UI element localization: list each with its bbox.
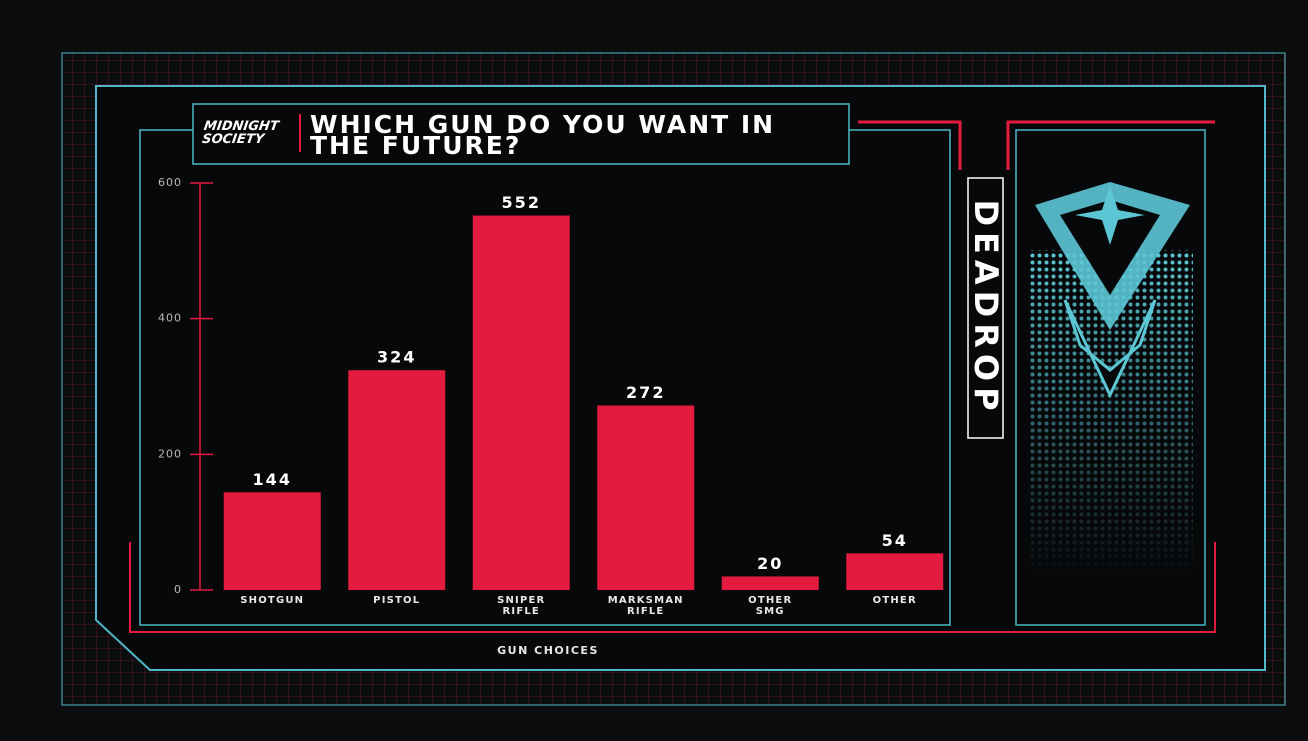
emblem-star xyxy=(1075,185,1145,245)
value-label: 144 xyxy=(253,470,292,489)
value-label: 552 xyxy=(502,193,541,212)
title-box xyxy=(192,103,850,165)
bar xyxy=(721,576,819,590)
x-tick-label: OTHER xyxy=(872,595,917,606)
y-tick-label: 400 xyxy=(158,312,182,325)
chart-title: WHICH GUN DO YOU WANT IN THE FUTURE? xyxy=(310,110,776,160)
bar xyxy=(597,405,695,590)
red-frame xyxy=(129,542,1216,633)
game-logo: DEADROP xyxy=(967,199,1005,417)
value-label: 272 xyxy=(626,383,665,402)
y-tick-label: 600 xyxy=(158,176,182,189)
y-tick-label: 0 xyxy=(174,583,182,596)
red-corner xyxy=(1006,120,1215,170)
logo-box xyxy=(967,177,1004,439)
side-frame xyxy=(1015,129,1206,626)
emblem-cut xyxy=(1060,200,1160,295)
x-axis-label: GUN CHOICES xyxy=(497,644,599,657)
x-tick-label: PISTOL xyxy=(373,595,421,606)
logo: MIDNIGHT SOCIETY xyxy=(201,119,280,147)
red-corner xyxy=(858,120,962,170)
bar xyxy=(472,215,570,590)
x-tick-label: SHOTGUN xyxy=(240,595,305,606)
x-tick-label: OTHER SMG xyxy=(748,595,793,617)
x-tick-label: SNIPER RIFLE xyxy=(497,595,546,617)
bar xyxy=(348,370,446,590)
value-label: 324 xyxy=(377,348,416,367)
x-tick-label: MARKSMAN RIFLE xyxy=(607,595,684,617)
y-tick-label: 200 xyxy=(158,447,182,460)
value-label: 54 xyxy=(882,531,908,550)
value-label: 20 xyxy=(757,554,783,573)
bar xyxy=(223,492,321,590)
bar xyxy=(846,553,944,590)
emblem-base xyxy=(1063,299,1157,399)
